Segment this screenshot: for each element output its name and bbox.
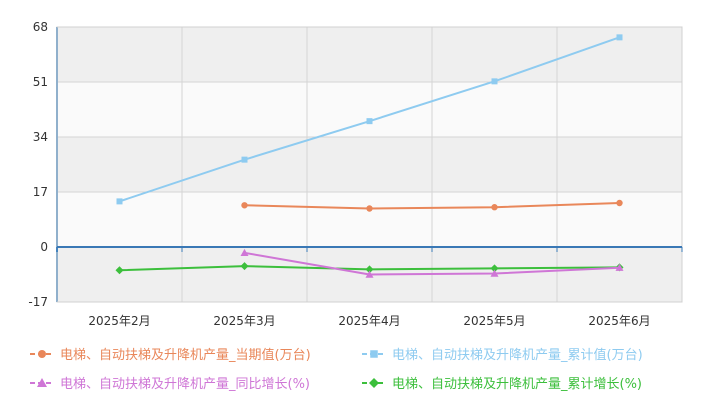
data-point [490,264,499,273]
plot-frame [56,26,683,303]
x-tick-label: 2025年5月 [463,314,525,328]
legend-label: 电梯、自动扶梯及升降机产量_累计值(万台) [392,347,643,363]
y-tick-label: 51 [33,75,48,89]
plot-band [57,82,682,137]
legend-label: 电梯、自动扶梯及升降机产量_累计增长(%) [392,377,642,392]
data-point [241,202,248,209]
legend-label: 电梯、自动扶梯及升降机产量_同比增长(%) [60,377,310,392]
legend-marker [370,350,378,358]
plot-band [57,192,682,247]
y-tick-label: 34 [33,130,48,144]
series-2 [116,34,623,205]
data-point [491,78,498,85]
data-point [241,156,248,163]
plot-band [57,27,682,82]
x-tick-label: 2025年4月 [338,314,400,328]
series-line [244,202,620,210]
series-1 [241,199,623,212]
data-point [366,118,373,125]
data-point [366,205,373,212]
y-tick-label: 17 [33,185,48,199]
legend-item-4: 电梯、自动扶梯及升降机产量_累计增长(%) [362,377,642,392]
legend-marker [38,350,46,358]
y-tick-label: -17 [28,295,48,309]
plot-band [57,137,682,192]
x-tick-label: 2025年6月 [588,314,650,328]
x-axis-ticks [56,247,683,252]
y-tick-label: 0 [40,240,48,254]
vertical-gridlines [181,27,558,302]
legend-marker [369,378,379,388]
legend: 电梯、自动扶梯及升降机产量_当期值(万台) 电梯、自动扶梯及升降机产量_累计值(万… [30,347,643,392]
y-axis-tick-labels: 68 51 34 17 0 -17 [28,20,48,309]
data-point [240,262,249,271]
legend-marker [37,378,47,387]
legend-item-3: 电梯、自动扶梯及升降机产量_同比增长(%) [30,377,310,392]
data-point [490,269,499,277]
data-point [491,204,498,211]
data-point [115,266,124,275]
data-point [365,265,374,274]
x-axis-tick-labels: 2025年2月 2025年3月 2025年4月 2025年5月 2025年6月 [88,314,650,328]
legend-label: 电梯、自动扶梯及升降机产量_当期值(万台) [60,347,311,363]
x-tick-label: 2025年3月 [213,314,275,328]
data-point [365,270,374,278]
data-point [615,263,624,271]
series-3 [240,248,624,278]
data-point [616,199,623,207]
data-point [240,248,249,257]
plot-background-bands [57,27,682,302]
data-point [616,34,623,41]
data-point [116,198,123,205]
legend-item-2: 电梯、自动扶梯及升降机产量_累计值(万台) [362,347,643,363]
series-line [244,251,620,276]
y-tick-label: 68 [33,20,48,34]
series-layer [115,34,624,278]
x-tick-label: 2025年2月 [88,314,150,328]
legend-item-1: 电梯、自动扶梯及升降机产量_当期值(万台) [30,347,311,363]
